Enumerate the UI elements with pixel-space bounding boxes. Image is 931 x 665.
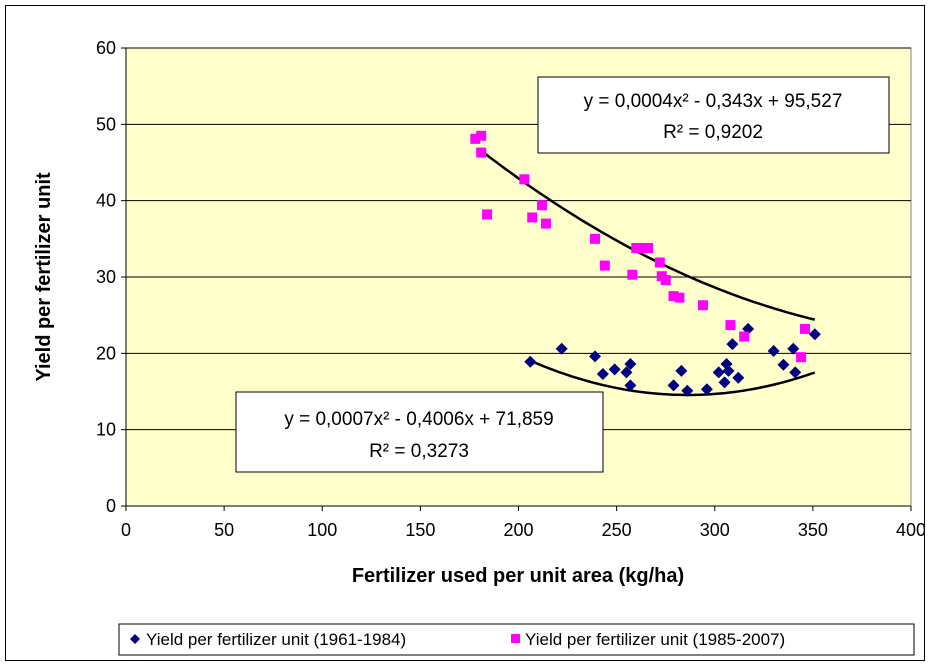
y-tick-label: 30 — [96, 267, 116, 287]
data-point-1961-1984 — [712, 366, 725, 379]
data-point-1985-2007 — [697, 300, 708, 311]
data-point-1961-1984 — [624, 379, 637, 392]
data-point-1961-1984 — [732, 371, 745, 384]
x-tick-label: 0 — [121, 520, 131, 540]
equation-box-frame — [537, 76, 890, 154]
y-tick-label: 40 — [96, 191, 116, 211]
data-point-1961-1984 — [675, 364, 688, 377]
data-point-1985-2007 — [800, 323, 811, 334]
data-point-1985-2007 — [654, 257, 665, 268]
data-point-1985-2007 — [482, 209, 493, 220]
data-point-1985-2007 — [660, 275, 671, 286]
data-point-1985-2007 — [627, 269, 638, 280]
data-point-1985-2007 — [668, 291, 679, 302]
data-point-1985-2007 — [725, 320, 736, 331]
data-point-1985-2007 — [674, 292, 685, 303]
data-point-1961-1984 — [789, 366, 802, 379]
y-tick-label: 0 — [106, 496, 116, 516]
data-point-1961-1984 — [681, 384, 694, 397]
equation-box-frame — [235, 391, 604, 473]
data-point-1961-1984 — [620, 366, 633, 379]
data-point-1985-2007 — [519, 174, 530, 185]
data-point-1961-1984 — [777, 358, 790, 371]
data-point-1961-1984 — [589, 350, 602, 363]
data-points — [470, 130, 821, 397]
y-tick-label: 10 — [96, 420, 116, 440]
data-point-1985-2007 — [537, 200, 548, 211]
chart-svg: 0 10 20 30 40 50 60 0 50 100 150 200 250 300 350 400 Yi… — [33, 38, 926, 656]
data-point-1961-1984 — [767, 345, 780, 358]
data-point-1985-2007 — [527, 212, 538, 223]
data-point-1985-2007 — [476, 130, 487, 141]
x-tick-label: 50 — [214, 520, 234, 540]
data-point-1985-2007 — [796, 352, 807, 363]
legend-label-1961-1984: Yield per fertilizer unit (1961-1984) — [146, 630, 406, 649]
equation-box-1985-2007: y = 0,0004x² - 0,343x + 95,527 R² = 0,92… — [537, 76, 890, 154]
legend-label-1985-2007: Yield per fertilizer unit (1985-2007) — [525, 630, 785, 649]
data-point-1961-1984 — [808, 328, 821, 341]
data-point-1961-1984 — [596, 367, 609, 380]
data-point-1961-1984 — [787, 342, 800, 355]
equation-text-1985-2007: y = 0,0004x² - 0,343x + 95,527 — [584, 91, 843, 112]
data-point-1961-1984 — [718, 376, 731, 389]
data-point-1985-2007 — [590, 233, 601, 244]
data-point-1985-2007 — [739, 331, 750, 342]
trendline-1985-2007 — [478, 148, 816, 321]
x-axis-title: Fertilizer used per unit area (kg/ha) — [352, 565, 684, 587]
data-point-1985-2007 — [643, 242, 654, 253]
r2-text-1985-2007: R² = 0,9202 — [663, 122, 763, 143]
data-point-1985-2007 — [540, 218, 551, 229]
trendlines — [478, 148, 816, 397]
equation-text-1961-1984: y = 0,0007x² - 0,4006x + 71,859 — [284, 409, 553, 430]
x-tick-label: 250 — [602, 520, 632, 540]
data-point-1985-2007 — [599, 260, 610, 271]
legend-marker-1985-2007 — [511, 634, 520, 643]
x-tick-label: 100 — [307, 520, 337, 540]
legend-marker-1961-1984 — [130, 634, 140, 644]
y-tick-label: 50 — [96, 114, 116, 134]
trendline-1961-1984 — [529, 359, 816, 397]
data-point-1961-1984 — [700, 383, 713, 396]
y-axis-title: Yield per fertilizer unit — [33, 172, 55, 382]
r2-text-1961-1984: R² = 0,3273 — [369, 441, 469, 462]
axes: 0 10 20 30 40 50 60 0 50 100 150 200 250 300 350 400 — [96, 38, 926, 540]
x-tick-label: 200 — [503, 520, 533, 540]
y-tick-label: 60 — [96, 38, 116, 58]
data-point-1961-1984 — [667, 379, 680, 392]
chart-frame: 0 10 20 30 40 50 60 0 50 100 150 200 250 300 350 400 Yi… — [5, 5, 926, 661]
x-tick-label: 400 — [896, 520, 924, 540]
x-tick-label: 350 — [798, 520, 828, 540]
x-tick-label: 300 — [700, 520, 730, 540]
data-point-1961-1984 — [524, 355, 537, 368]
y-tick-label: 20 — [96, 343, 116, 363]
data-point-1961-1984 — [555, 342, 568, 355]
data-point-1985-2007 — [635, 242, 646, 253]
equation-box-1961-1984: y = 0,0007x² - 0,4006x + 71,859 R² = 0,3… — [235, 391, 604, 473]
data-point-1961-1984 — [624, 358, 637, 371]
legend: Yield per fertilizer unit (1961-1984) Yi… — [118, 623, 915, 656]
data-point-1961-1984 — [726, 338, 739, 351]
data-point-1961-1984 — [722, 364, 735, 377]
data-point-1985-2007 — [476, 147, 487, 158]
x-tick-label: 150 — [405, 520, 435, 540]
data-point-1961-1984 — [608, 363, 621, 376]
data-point-1985-2007 — [470, 133, 481, 144]
